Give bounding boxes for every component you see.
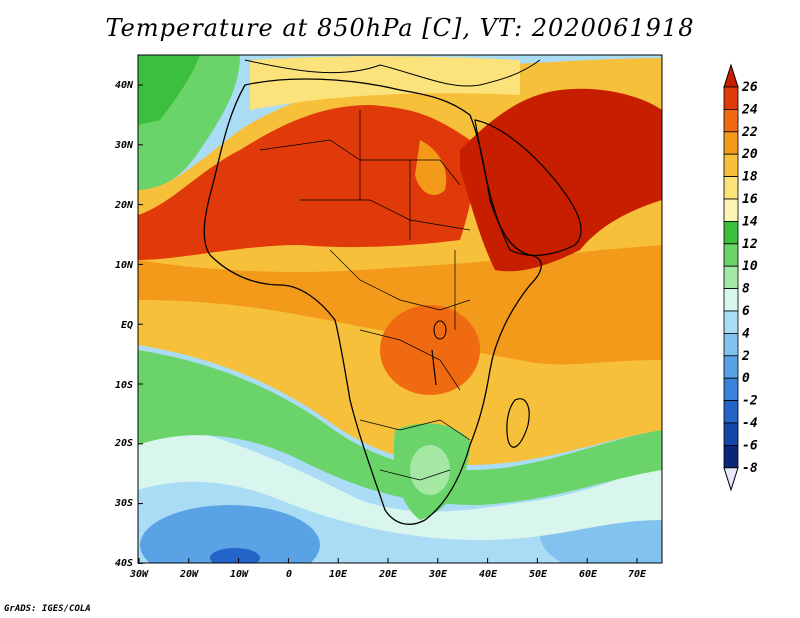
colorbar-swatch xyxy=(723,332,739,357)
lon-label: 70E xyxy=(628,569,647,580)
lon-label: 50E xyxy=(529,569,548,580)
colorbar-label: 24 xyxy=(741,102,758,117)
lat-label: EQ xyxy=(121,320,133,331)
colorbar-label: 6 xyxy=(742,304,750,319)
colorbar-label: 2 xyxy=(741,349,750,364)
map-field xyxy=(138,55,662,563)
colorbar-swatch xyxy=(723,176,739,200)
colorbar-label: -2 xyxy=(742,394,758,409)
lat-label: 40S xyxy=(115,558,133,569)
lon-label: 30E xyxy=(428,569,448,580)
colorbar-label: -8 xyxy=(742,461,758,476)
colorbar-swatch xyxy=(723,86,739,110)
border-line xyxy=(359,419,471,441)
border-line xyxy=(300,199,471,231)
colorbar-cap-bottom xyxy=(723,467,739,492)
colorbar-swatch xyxy=(723,422,739,446)
colorbar xyxy=(723,63,739,492)
lon-label: 10E xyxy=(329,569,348,580)
colorbar-label: 10 xyxy=(742,259,758,274)
colorbar-label: 14 xyxy=(742,214,758,229)
map-frame xyxy=(137,54,663,564)
lat-label: 30N xyxy=(114,140,134,151)
field-southern-africa-core xyxy=(410,445,450,495)
colorbar-swatch xyxy=(723,243,739,267)
colorbar-label: 0 xyxy=(742,371,750,386)
lake-tanganyika xyxy=(431,349,437,386)
colorbar-label: 26 xyxy=(741,80,758,95)
field-tropics-orange xyxy=(138,245,662,365)
field-green-core xyxy=(138,55,200,125)
lat-label: 20N xyxy=(114,200,134,211)
colorbar-swatch xyxy=(723,288,739,312)
border-line xyxy=(359,110,456,330)
lat-label: 30S xyxy=(114,498,133,509)
colorbar-swatch xyxy=(723,131,739,155)
field-med-pale xyxy=(250,56,520,110)
colorbar-label: 22 xyxy=(741,125,758,140)
madagascar-outline xyxy=(506,398,530,448)
latitude-labels: 40N 30N 20N 10N EQ 10S 20S 30S 40S xyxy=(114,80,134,569)
axis-ticks xyxy=(138,84,638,564)
field-rift-warm xyxy=(380,305,480,395)
colorbar-label: 16 xyxy=(742,192,758,207)
arabia-outline xyxy=(474,119,582,256)
field-cold-core xyxy=(140,505,320,563)
colorbar-swatch xyxy=(723,109,739,133)
lon-label: 10W xyxy=(230,569,249,580)
field-green-south xyxy=(138,350,662,505)
border-line xyxy=(379,469,451,481)
colorbar-swatch xyxy=(723,153,739,177)
colorbar-swatch xyxy=(723,265,739,290)
colorbar-swatch xyxy=(723,400,739,424)
lon-label: 20E xyxy=(378,569,398,580)
colorbar-swatch xyxy=(723,355,739,379)
colorbar-swatch xyxy=(723,220,739,245)
colorbar-swatch xyxy=(723,377,739,402)
border-line xyxy=(359,329,461,391)
africa-coastline xyxy=(203,78,542,525)
colorbar-label: -4 xyxy=(742,416,758,431)
colorbar-cap-top xyxy=(723,63,739,88)
map-title: Temperature at 850hPa [C], VT: 202006191… xyxy=(105,14,695,42)
colorbar-label: 18 xyxy=(742,170,758,185)
lat-label: 10N xyxy=(115,260,134,271)
colorbar-label: 4 xyxy=(742,326,750,341)
lat-label: 10S xyxy=(115,380,133,391)
border-line xyxy=(259,139,461,186)
field-nile-cooler xyxy=(415,140,447,195)
lon-label: 0 xyxy=(286,569,292,580)
lon-label: 40E xyxy=(479,569,498,580)
longitude-labels: 30W 20W 10W 0 10E 20E 30E 40E 50E 60E 70… xyxy=(129,569,647,580)
colorbar-label: 12 xyxy=(742,237,758,252)
lon-label: 20W xyxy=(179,569,199,580)
lon-label: 60E xyxy=(579,569,598,580)
credit-text: GrADS: IGES/COLA xyxy=(4,604,91,614)
colorbar-label: 20 xyxy=(741,147,758,162)
field-cool-band xyxy=(138,420,662,540)
europe-coastline xyxy=(244,59,541,87)
field-arabia-hot xyxy=(460,88,662,272)
lake-victoria xyxy=(433,320,447,340)
field-cold-min xyxy=(210,548,260,563)
lon-label: 30W xyxy=(129,569,149,580)
colorbar-swatch xyxy=(723,310,739,334)
field-sahara-hot xyxy=(138,105,475,260)
border-line xyxy=(329,249,471,311)
colorbar-label: -6 xyxy=(742,438,758,453)
colorbar-swatch xyxy=(723,198,739,222)
colorbar-swatch xyxy=(723,444,739,469)
lat-label: 20S xyxy=(114,438,133,449)
colorbar-label: 8 xyxy=(742,282,750,297)
lat-label: 40N xyxy=(115,80,134,91)
